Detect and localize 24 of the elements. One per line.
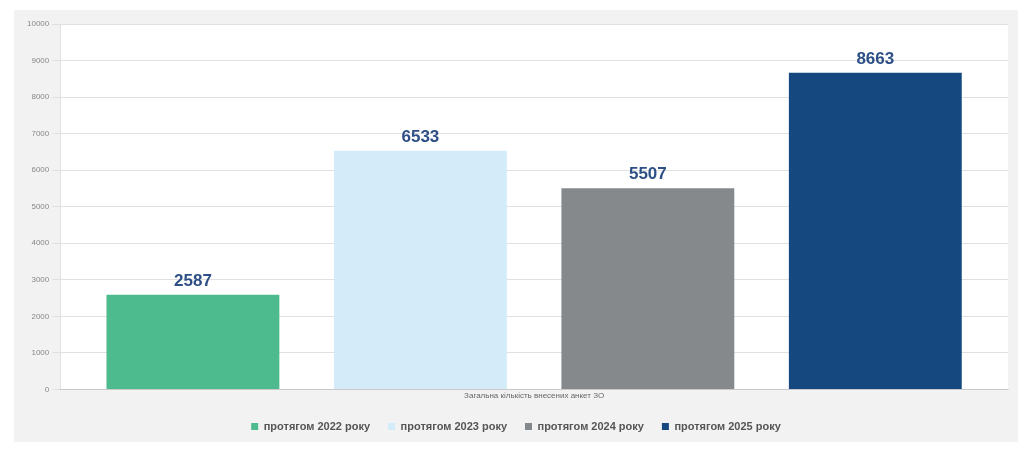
y-tick-label: 10000 — [27, 19, 50, 29]
y-tick-label: 0 — [44, 384, 50, 394]
y-tick-label: 2000 — [31, 311, 50, 321]
bar — [333, 150, 507, 389]
y-tick-label: 1000 — [31, 348, 50, 358]
y-tick-label: 4000 — [31, 238, 50, 248]
data-label: 6533 — [401, 126, 440, 146]
bar — [106, 294, 280, 389]
legend-label: протягом 2023 року — [400, 419, 508, 432]
x-tick-label: Загальна кількість внесених анкет ЗО — [464, 391, 605, 401]
data-label: 5507 — [628, 164, 667, 184]
legend-label: протягом 2025 року — [674, 419, 782, 432]
y-tick-label: 9000 — [31, 55, 50, 65]
data-label: 2587 — [174, 271, 212, 291]
data-label: 8663 — [856, 49, 895, 69]
y-tick-label: 7000 — [31, 128, 50, 138]
y-tick-label: 8000 — [31, 92, 50, 102]
legend-label: протягом 2024 року — [537, 419, 645, 432]
y-tick-label: 6000 — [31, 165, 50, 175]
y-tick-label: 5000 — [31, 201, 50, 211]
bar — [788, 72, 962, 389]
legend-label: протягом 2022 року — [263, 419, 371, 432]
y-tick-label: 3000 — [31, 274, 50, 284]
bar — [561, 188, 735, 389]
